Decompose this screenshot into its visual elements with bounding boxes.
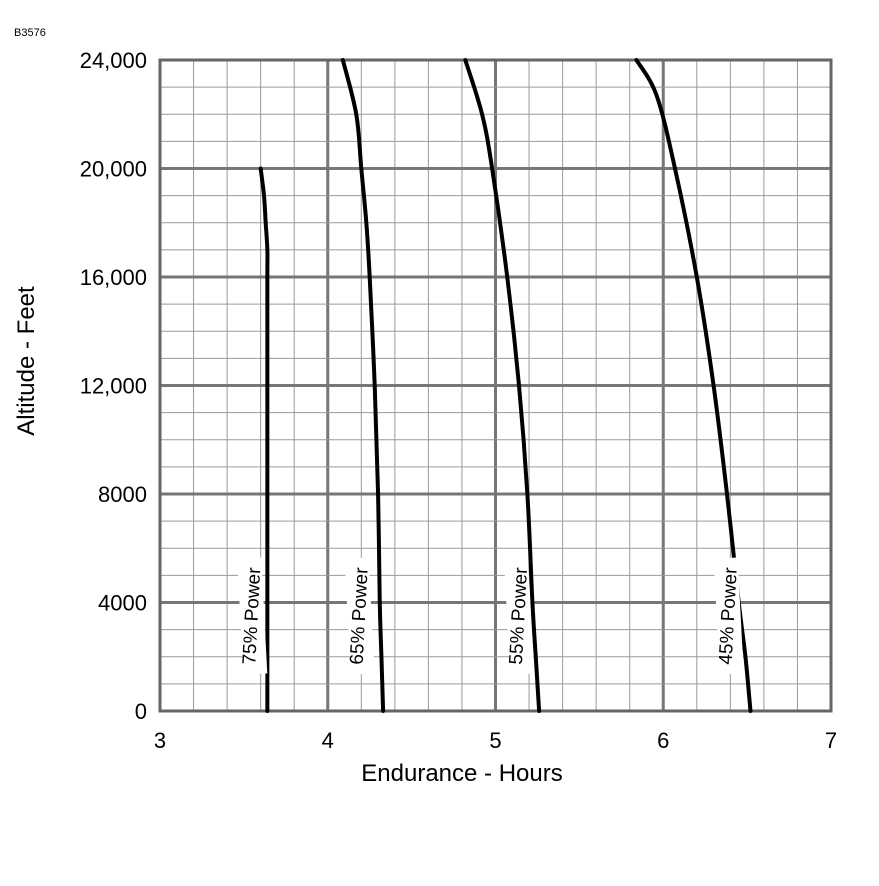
- series-layer: 75% Power 65% Power 55% Power 45% Power: [237, 58, 753, 713]
- series-line: [340, 58, 386, 713]
- series-label-background: [713, 557, 744, 675]
- series-label-background: [237, 557, 268, 675]
- x-tick-label: 7: [825, 728, 837, 753]
- series-label-background: [344, 557, 375, 675]
- figure-id: B3576: [14, 27, 46, 39]
- series-label: 75% Power: [239, 566, 265, 665]
- series-label: 65% Power: [347, 566, 373, 665]
- y-tick-label: 8000: [98, 482, 147, 507]
- y-tick-label: 0: [135, 699, 147, 724]
- series-line: [258, 166, 270, 713]
- x-tick-label: 6: [657, 728, 669, 753]
- series-line: [634, 58, 753, 713]
- series-label: 45% Power: [716, 566, 742, 665]
- y-tick-label: 24,000: [80, 48, 147, 73]
- y-tick-label: 12,000: [80, 374, 147, 399]
- y-axis-title: Altitude - Feet: [13, 286, 40, 436]
- series-label: 55% Power: [506, 566, 532, 665]
- series-label-background: [503, 557, 535, 675]
- plot-frame: [158, 58, 833, 713]
- series-2: 55% Power: [463, 58, 542, 713]
- series-0: 75% Power: [237, 166, 270, 713]
- y-tick-label: 16,000: [80, 265, 147, 290]
- x-tick-label: 3: [154, 728, 166, 753]
- series-line: [463, 58, 542, 713]
- tick-labels: 3 4 5 6 7 0 4000 8000 12,000 16,000 20,000 24,000: [80, 48, 837, 753]
- x-axis-title: Endurance - Hours: [361, 760, 562, 787]
- x-tick-label: 4: [322, 728, 334, 753]
- y-tick-label: 20,000: [80, 157, 147, 182]
- x-tick-label: 5: [489, 728, 501, 753]
- y-tick-label: 4000: [98, 591, 147, 616]
- series-1: 65% Power: [340, 58, 386, 713]
- series-3: 45% Power: [634, 58, 753, 713]
